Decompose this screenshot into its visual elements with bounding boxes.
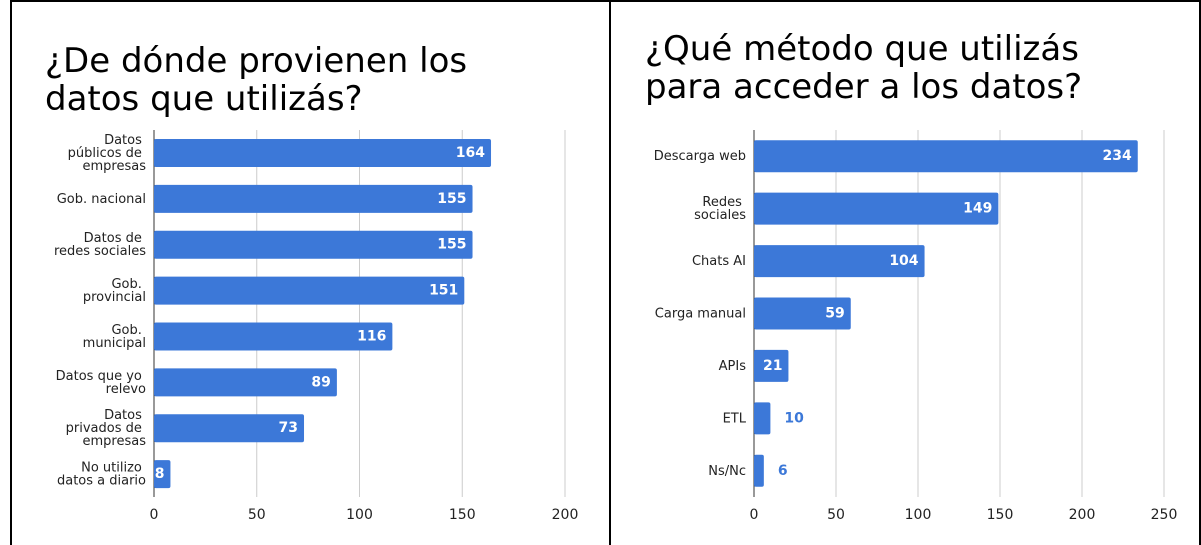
value-label: 89 [311,374,330,390]
y-tick-label: Datos de redes sociales [54,231,146,259]
y-tick-label: Datos públicos de empresas [68,132,147,173]
value-label: 234 [1103,148,1132,164]
value-label: 164 [456,145,485,161]
bar [154,184,473,213]
chart-title: ¿Qué método que utilizás para acceder a … [645,29,1090,107]
bar [754,402,771,435]
value-label: 104 [889,253,918,269]
bar [154,460,171,489]
bar [154,368,337,397]
y-tick-label: Gob. municipal [83,322,146,350]
y-tick-label: Gob. nacional [57,191,146,206]
y-tick-label: No utilizo datos a diario [57,460,146,488]
y-tick-label: Chats AI [692,254,746,269]
bar [754,454,764,487]
x-tick-label: 100 [905,507,932,523]
x-tick-label: 150 [987,507,1014,523]
y-tick-label: APIs [719,358,747,373]
bar [154,322,393,351]
value-label: 116 [357,328,386,344]
chart-title: ¿De dónde provienen los datos que utiliz… [45,41,478,119]
value-label: 6 [778,463,788,479]
y-tick-label: Carga manual [655,306,746,321]
x-tick-label: 0 [150,507,159,523]
bar [154,276,465,305]
bar [754,140,1138,173]
value-label: 21 [763,358,782,374]
x-tick-label: 100 [346,507,373,523]
y-tick-label: Ns/Nc [708,463,746,478]
x-tick-label: 50 [827,507,845,523]
bar [754,349,789,382]
bar [154,138,492,167]
value-label: 73 [279,420,298,436]
y-tick-label: ETL [723,411,747,426]
x-tick-label: 50 [248,507,266,523]
value-label: 149 [963,201,992,217]
y-tick-label: Datos privados de empresas [66,408,147,449]
x-tick-label: 150 [449,507,476,523]
x-tick-label: 250 [1151,507,1178,523]
y-tick-label: Gob. provincial [83,277,146,305]
value-label: 8 [155,466,165,482]
x-tick-label: 200 [552,507,579,523]
value-label: 155 [437,191,466,207]
y-tick-label: Datos que yo relevo [56,368,146,396]
y-tick-label: Redes sociales [694,195,746,223]
value-label: 151 [429,283,458,299]
x-tick-label: 200 [1069,507,1096,523]
bar [154,414,305,443]
bar [754,245,925,278]
bar [754,192,999,225]
bar [754,297,851,330]
y-tick-label: Descarga web [654,149,746,164]
value-label: 10 [784,410,804,426]
value-label: 155 [437,237,466,253]
bar [154,230,473,259]
x-tick-label: 0 [750,507,759,523]
value-label: 59 [825,306,844,322]
